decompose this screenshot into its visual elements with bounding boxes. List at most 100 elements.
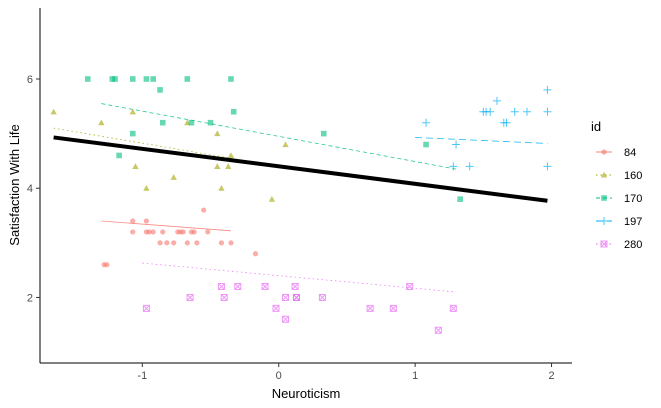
data-point-84 [146, 229, 152, 235]
data-point-84 [184, 240, 190, 246]
legend-key-84 [601, 149, 607, 155]
data-point-280 [234, 283, 242, 291]
data-point-170 [320, 130, 327, 137]
data-point-197 [492, 96, 501, 105]
data-point-280 [261, 283, 269, 291]
fit-line-160 [53, 127, 286, 168]
data-point-84 [104, 262, 110, 268]
data-point-170 [230, 108, 237, 115]
data-point-170 [188, 119, 195, 126]
legend-label-280: 280 [624, 239, 642, 251]
data-point-197 [510, 107, 519, 116]
data-point-84 [130, 229, 136, 235]
data-point-84 [252, 251, 259, 257]
data-point-160 [129, 108, 136, 115]
x-tick-label: -1 [137, 370, 147, 382]
data-point-170 [129, 76, 136, 82]
data-point-160 [143, 185, 150, 191]
legend: id 84 160 170 197 280 [591, 119, 642, 251]
legend-label-160: 160 [624, 170, 642, 182]
data-point-197 [452, 140, 461, 149]
data-point-160 [218, 185, 225, 191]
data-point-160 [214, 163, 221, 169]
data-point-170 [150, 76, 157, 82]
data-point-160 [50, 108, 57, 115]
legend-key-197 [600, 217, 608, 225]
data-point-170 [423, 141, 429, 148]
data-point-160 [132, 163, 139, 169]
data-point-197 [449, 162, 458, 171]
data-point-170 [116, 152, 122, 159]
data-point-280 [318, 293, 326, 301]
y-tick-label: 6 [27, 74, 33, 86]
data-point-197 [502, 118, 511, 127]
data-point-160 [225, 163, 232, 169]
fit-lines [53, 103, 548, 293]
data-point-197 [543, 107, 552, 116]
data-point-84 [164, 240, 170, 246]
data-point-170 [84, 76, 91, 82]
data-point-197 [522, 107, 531, 116]
x-tick-label: 2 [548, 370, 554, 382]
data-point-84 [150, 229, 156, 235]
data-point-160 [98, 119, 105, 126]
data-point-84 [194, 240, 200, 246]
fit-line-280 [142, 262, 457, 293]
data-points [50, 76, 552, 334]
data-point-170 [159, 119, 166, 126]
legend-label-84: 84 [624, 147, 636, 159]
data-point-197 [465, 162, 474, 171]
data-point-280 [406, 283, 414, 291]
data-point-84 [228, 240, 234, 246]
data-point-160 [268, 195, 276, 202]
data-point-280 [449, 304, 457, 312]
axes [39, 8, 572, 364]
legend-key-280 [600, 240, 608, 248]
data-point-170 [457, 196, 463, 202]
data-point-84 [218, 240, 225, 246]
data-point-280 [272, 304, 280, 312]
data-point-170 [112, 76, 118, 82]
y-tick-label: 4 [27, 183, 33, 195]
data-point-170 [143, 76, 150, 82]
data-point-280 [142, 304, 150, 312]
data-point-280 [186, 293, 194, 301]
data-point-84 [160, 229, 166, 235]
legend-label-197: 197 [624, 216, 642, 228]
legend-label-170: 170 [624, 193, 642, 205]
data-point-170 [157, 87, 163, 93]
data-point-280 [292, 293, 300, 301]
data-point-160 [170, 174, 177, 180]
legend-title: id [591, 119, 601, 134]
data-point-280 [434, 326, 442, 334]
data-point-160 [227, 152, 235, 159]
overall-fit [53, 135, 548, 203]
data-point-84 [191, 229, 197, 235]
data-point-197 [543, 162, 552, 171]
data-point-84 [180, 229, 186, 235]
data-point-280 [217, 283, 225, 291]
data-point-160 [214, 130, 221, 137]
data-point-280 [282, 293, 290, 301]
x-tick-label: 1 [412, 370, 418, 382]
legend-key-170 [601, 195, 607, 201]
x-axis-title: Neuroticism [272, 386, 341, 401]
y-tick-label: 2 [27, 292, 33, 304]
data-point-170 [228, 76, 234, 82]
data-point-170 [129, 130, 136, 137]
data-point-84 [171, 240, 177, 246]
data-point-197 [486, 107, 495, 116]
data-point-197 [422, 118, 431, 127]
overall-fit-line [53, 135, 548, 203]
data-point-280 [366, 304, 374, 312]
x-tick-label: 0 [276, 370, 282, 382]
data-point-84 [157, 240, 163, 246]
fit-line-170 [101, 103, 457, 170]
data-point-84 [205, 229, 211, 235]
legend-key-160 [600, 171, 608, 178]
data-point-280 [282, 315, 290, 323]
data-point-84 [143, 218, 149, 224]
data-point-197 [543, 85, 552, 94]
ticks: -1 0 1 2 2 4 6 [27, 74, 555, 382]
